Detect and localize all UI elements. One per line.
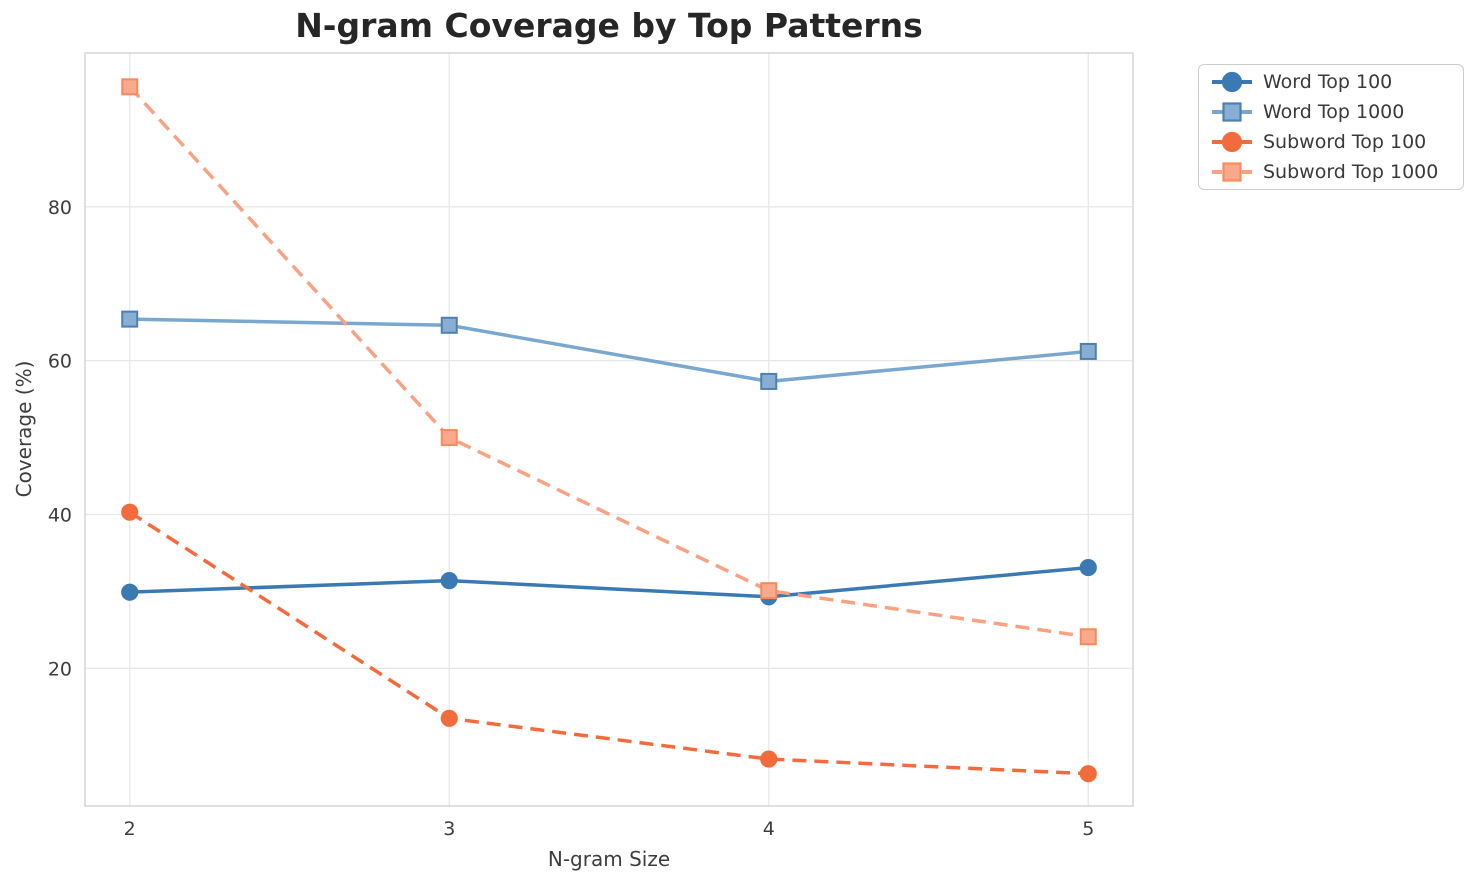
y-tick-label-80: 80 [48, 197, 72, 219]
legend-label-word-top-1000: Word Top 1000 [1263, 101, 1405, 123]
legend-swatch-word-top-100 [1212, 71, 1252, 93]
y-tick-label-40: 40 [48, 504, 72, 526]
y-tick-label-60: 60 [48, 351, 72, 373]
marker-subword-top-1000-x4 [760, 582, 778, 600]
x-tick-label-4: 4 [763, 818, 775, 840]
legend-item-subword-top-1000: Subword Top 1000 [1211, 157, 1451, 187]
marker-word-top-1000-x2 [121, 310, 139, 328]
series-line-word-top-1000 [129, 317, 1089, 384]
legend: Word Top 100 Word Top 1000 Subword Top 100… [1198, 64, 1464, 190]
legend-swatch-subword-top-1000 [1212, 162, 1252, 182]
marker-word-top-1000-x4 [760, 372, 778, 390]
marker-word-top-1000-x3 [440, 316, 458, 334]
legend-item-subword-top-100: Subword Top 100 [1211, 127, 1451, 157]
y-tick-label-20: 20 [48, 658, 72, 680]
x-tick-label-2: 2 [124, 818, 136, 840]
series-line-word-top-100 [129, 565, 1089, 599]
marker-word-top-100-x2 [121, 583, 139, 601]
marker-subword-top-1000-x3 [440, 429, 458, 447]
legend-item-word-top-100: Word Top 100 [1211, 67, 1451, 97]
marker-subword-top-1000-x5 [1079, 628, 1097, 646]
legend-swatch-word-top-1000 [1212, 102, 1252, 122]
x-tick-label-5: 5 [1082, 818, 1094, 840]
series-line-subword-top-1000 [128, 85, 1089, 639]
legend-item-word-top-1000: Word Top 1000 [1211, 97, 1451, 127]
legend-marker-word-top-100 [1221, 71, 1243, 93]
marker-subword-top-100-x3 [440, 709, 458, 727]
legend-marker-subword-top-1000 [1222, 162, 1242, 182]
chart-title: N-gram Coverage by Top Patterns [295, 6, 923, 45]
legend-label-word-top-100: Word Top 100 [1263, 71, 1393, 93]
marker-subword-top-100-x2 [121, 503, 139, 521]
marker-word-top-100-x3 [440, 572, 458, 590]
marker-subword-top-100-x4 [760, 750, 778, 768]
plot-area [84, 52, 1134, 807]
x-axis-label: N-gram Size [547, 847, 671, 871]
legend-label-subword-top-100: Subword Top 100 [1263, 131, 1427, 153]
marker-word-top-1000-x5 [1079, 342, 1097, 360]
legend-label-subword-top-1000: Subword Top 1000 [1263, 161, 1439, 183]
x-tick-label-3: 3 [443, 818, 455, 840]
marker-subword-top-1000-x2 [121, 78, 139, 96]
legend-marker-subword-top-100 [1221, 131, 1243, 153]
marker-word-top-100-x5 [1079, 558, 1097, 577]
marker-subword-top-100-x5 [1079, 765, 1097, 783]
legend-marker-word-top-1000 [1222, 102, 1242, 122]
legend-swatch-subword-top-100 [1212, 131, 1252, 153]
series-line-subword-top-100 [128, 510, 1089, 776]
